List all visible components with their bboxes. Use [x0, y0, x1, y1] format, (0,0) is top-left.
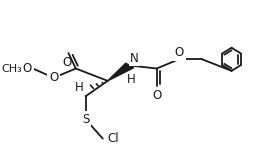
Text: O: O [152, 89, 161, 102]
Text: N: N [130, 52, 139, 65]
Text: CH₃: CH₃ [1, 64, 22, 73]
Text: Cl: Cl [107, 132, 119, 145]
Text: H: H [75, 81, 84, 93]
Text: O: O [63, 56, 72, 69]
Text: S: S [82, 113, 89, 126]
Text: H: H [127, 73, 135, 86]
Text: O: O [22, 62, 32, 75]
Text: O: O [174, 46, 183, 59]
Polygon shape [108, 63, 134, 81]
Text: O: O [49, 71, 58, 84]
